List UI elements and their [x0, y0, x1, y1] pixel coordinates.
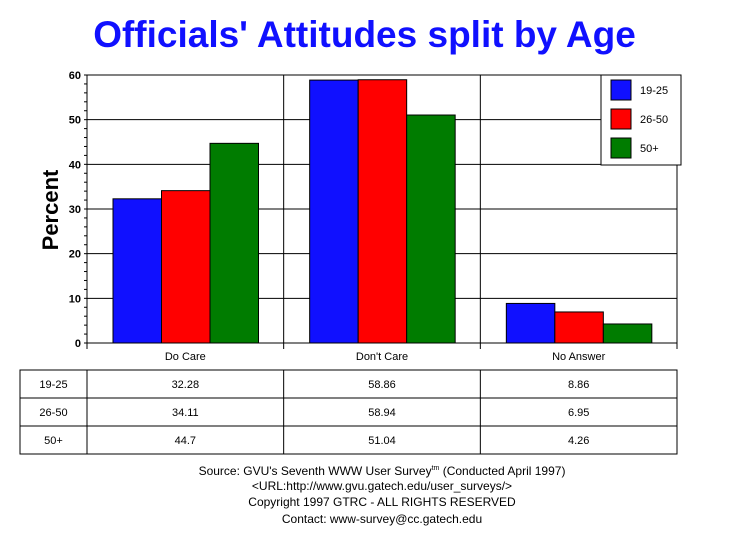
bar-19-25-don-t-care: [309, 79, 359, 344]
bar-26-50-don-t-care: [357, 79, 408, 344]
y-tick-label: 60: [69, 70, 81, 82]
y-tick-label: 40: [69, 159, 81, 171]
contact-text: Contact: www-survey@cc.gatech.edu: [281, 512, 483, 526]
table-cell: 6.95: [568, 407, 589, 419]
legend-swatch: [610, 108, 632, 130]
table-row-label: 50+: [44, 435, 63, 447]
bar-26-50-do-care: [161, 190, 211, 344]
x-tick-label: Do Care: [165, 351, 206, 363]
table-cell: 32.28: [172, 379, 200, 391]
y-tick-label: 50: [69, 115, 81, 127]
table-cell: 58.86: [368, 379, 396, 391]
url-text: <URL:http://www.gvu.gatech.edu/user_surv…: [251, 479, 513, 493]
bar-50+-do-care: [209, 142, 259, 344]
bar-19-25-no-answer: [505, 302, 556, 344]
legend-label: 19-25: [640, 85, 668, 97]
y-tick-label: 20: [69, 249, 81, 261]
tm-mark: tm: [431, 465, 440, 472]
y-tick-label: 10: [69, 293, 81, 305]
bar-50+-no-answer: [602, 323, 653, 344]
table-row-label: 19-25: [39, 379, 67, 391]
copyright-text: Copyright 1997 GTRC - ALL RIGHTS RESERVE…: [248, 495, 516, 509]
bar-26-50-no-answer: [554, 311, 604, 344]
table-row-label: 26-50: [39, 407, 67, 419]
bar-19-25-do-care: [112, 198, 162, 344]
data-table-border: [19, 369, 678, 455]
bar-50+-don-t-care: [406, 114, 456, 344]
legend-label: 26-50: [640, 114, 668, 126]
table-cell: 34.11: [172, 407, 199, 419]
x-tick-label: Don't Care: [356, 351, 408, 363]
source-text: Source: GVU's Seventh WWW User Survey: [198, 464, 432, 478]
y-tick-label: 0: [75, 338, 81, 350]
legend-swatch: [610, 137, 632, 159]
y-axis-label: Percent: [38, 169, 63, 250]
table-cell: 44.7: [175, 435, 196, 447]
table-cell: 51.04: [368, 435, 396, 447]
legend-label: 50+: [640, 143, 659, 155]
legend-swatch: [610, 79, 632, 101]
chart-title: Officials' Attitudes split by Age: [93, 14, 636, 55]
y-tick-label: 30: [69, 204, 81, 216]
x-tick-label: No Answer: [552, 351, 606, 363]
table-cell: 58.94: [368, 407, 396, 419]
table-cell: 4.26: [568, 435, 589, 447]
conducted-text: (Conducted April 1997): [439, 464, 566, 478]
source-line: Source: GVU's Seventh WWW User Surveytm …: [0, 464, 729, 478]
table-cell: 8.86: [568, 379, 589, 391]
